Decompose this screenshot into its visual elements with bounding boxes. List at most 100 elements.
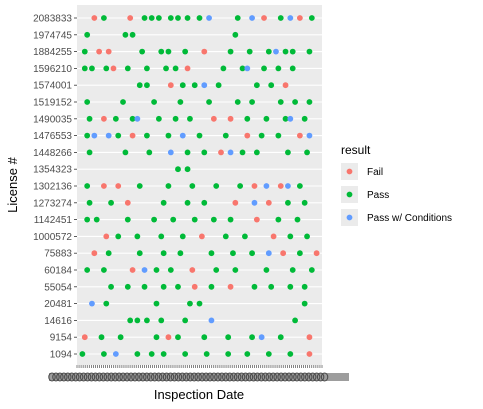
data-point (292, 99, 298, 105)
data-point (122, 149, 129, 156)
data-point (187, 115, 193, 122)
data-point (201, 149, 208, 156)
data-point (289, 48, 296, 55)
data-point (296, 183, 303, 189)
data-point (108, 283, 114, 290)
data-point (167, 267, 174, 273)
data-point (191, 216, 198, 223)
data-point (196, 300, 203, 307)
data-point (134, 115, 141, 122)
data-point (165, 48, 172, 55)
data-point (208, 317, 215, 324)
data-point (163, 65, 169, 72)
data-point (103, 65, 110, 72)
y-tick-label: 1519152 (33, 98, 72, 109)
data-point (172, 65, 179, 72)
data-point (289, 267, 296, 273)
data-point (306, 99, 313, 105)
data-point (177, 250, 184, 257)
data-point (141, 267, 148, 273)
data-point (232, 267, 239, 273)
data-point (127, 15, 134, 21)
data-point (227, 48, 234, 55)
data-point (89, 300, 95, 307)
data-point (191, 82, 198, 89)
legend-label: Fail (367, 167, 383, 178)
data-point (129, 115, 136, 122)
data-point (232, 199, 239, 206)
data-point (246, 48, 253, 55)
data-point (187, 300, 193, 307)
data-point (249, 15, 255, 21)
data-point (287, 15, 294, 21)
data-point (232, 31, 239, 38)
data-point (84, 183, 91, 189)
data-point (184, 65, 191, 72)
data-point (127, 317, 134, 324)
x-tick-labels-overplotted (48, 372, 349, 382)
data-point (265, 250, 272, 257)
y-tick-label: 1094 (50, 350, 73, 361)
data-point (179, 82, 186, 89)
data-point (265, 48, 272, 55)
y-tick-label: 1302136 (33, 182, 72, 193)
data-point (112, 115, 119, 122)
data-point (249, 334, 255, 341)
data-point (301, 115, 308, 122)
data-point (112, 351, 119, 357)
data-point (203, 351, 210, 357)
data-point (115, 233, 122, 240)
data-point (277, 334, 284, 341)
data-point (304, 233, 310, 240)
data-point (84, 31, 91, 38)
data-point (184, 166, 191, 173)
data-point (222, 132, 229, 139)
x-axis-title: Inspection Date (154, 387, 244, 402)
data-point (177, 99, 184, 105)
data-point (206, 99, 212, 105)
data-point (208, 283, 215, 290)
data-point (301, 283, 308, 290)
data-point (124, 65, 131, 72)
data-point (167, 15, 174, 21)
data-point (263, 267, 270, 273)
data-point (225, 334, 232, 341)
data-point (182, 48, 189, 55)
data-point (175, 15, 181, 21)
data-point (308, 267, 315, 273)
data-point (158, 48, 165, 55)
data-point (308, 15, 315, 21)
data-point (313, 250, 320, 257)
data-point (275, 132, 282, 139)
y-tick-label: 1142451 (34, 215, 73, 226)
data-point (105, 250, 112, 257)
data-point (285, 149, 291, 156)
data-point (249, 99, 255, 105)
y-tick-label: 2083833 (33, 14, 72, 25)
data-point (141, 15, 148, 21)
data-point (129, 31, 136, 38)
data-point (84, 132, 91, 139)
data-point (91, 15, 98, 21)
data-point (115, 183, 122, 189)
data-point (184, 199, 191, 206)
legend-swatch (346, 214, 353, 221)
x-tick-marks (76, 365, 323, 368)
x-axis (48, 365, 349, 382)
data-point (122, 31, 129, 38)
data-point (129, 267, 136, 273)
data-point (244, 115, 251, 122)
data-point (261, 65, 267, 72)
data-point (296, 132, 303, 139)
data-point (86, 199, 93, 206)
data-point (294, 216, 301, 223)
data-point (103, 300, 110, 307)
data-point (129, 132, 136, 139)
data-point (196, 132, 203, 139)
data-point (251, 183, 258, 189)
y-tick-label: 1273274 (33, 198, 72, 209)
data-point (179, 132, 186, 139)
data-point (196, 15, 203, 21)
y-tick-label: 20481 (44, 299, 72, 310)
